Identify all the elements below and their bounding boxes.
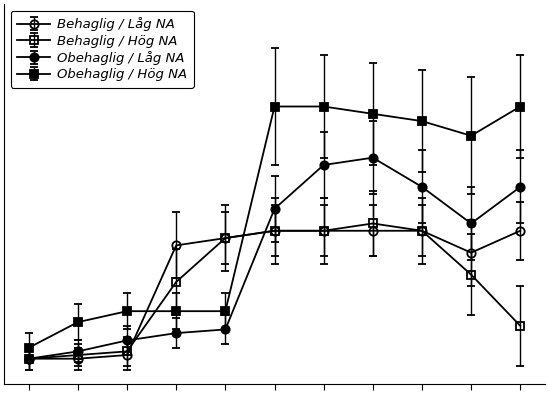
Legend: Behaglig / Låg NA, Behaglig / Hög NA, Obehaglig / Låg NA, Obehaglig / Hög NA: Behaglig / Låg NA, Behaglig / Hög NA, Ob… — [11, 11, 194, 88]
